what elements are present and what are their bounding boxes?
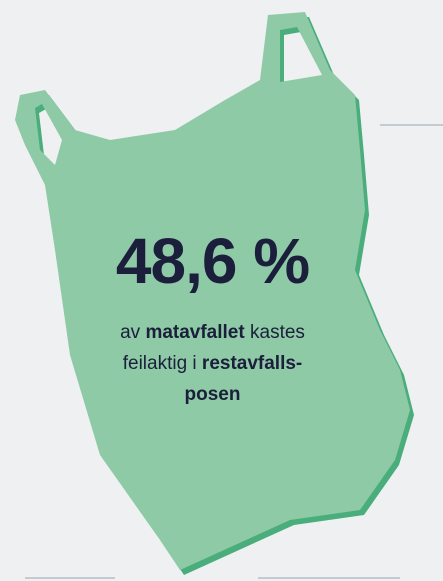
caption-line: av matavfallet kastes [70,317,355,348]
text: av [120,322,146,343]
caption-line: feilaktig i restavfalls- [70,348,355,379]
emphasis: posen [184,384,241,405]
caption: av matavfallet kastes feilaktig i restavf… [70,317,355,410]
text: feilaktig i [122,353,202,374]
emphasis: matavfallet [145,322,245,343]
text: kastes [244,322,305,343]
caption-line: posen [70,379,355,410]
emphasis: restavfalls- [201,353,303,374]
stat: 48,6 % [115,225,310,297]
divider-lines [25,124,443,579]
